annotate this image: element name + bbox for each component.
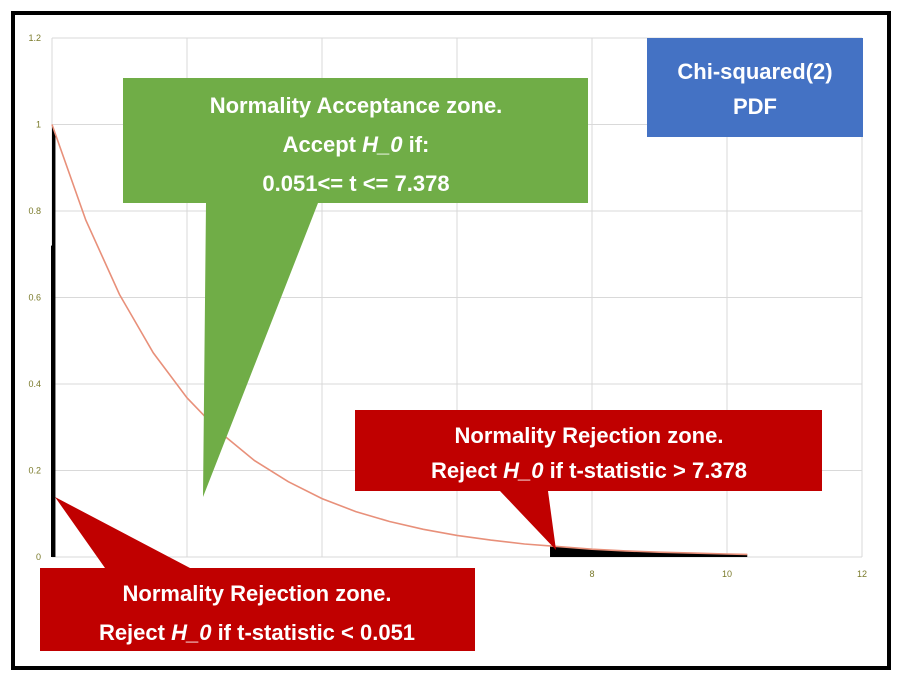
y-tick-label: 0 [36, 552, 41, 562]
x-tick-label: 12 [857, 569, 867, 579]
y-tick-label: 0.8 [28, 206, 41, 216]
acceptance-callout: Normality Acceptance zone. Accept H_0 if… [123, 78, 588, 497]
left-rejection-line2: Reject H_0 if t-statistic < 0.051 [99, 620, 415, 645]
x-tick-label: 8 [589, 569, 594, 579]
y-tick-label: 0.2 [28, 466, 41, 476]
left-rejection-line2-pre: Reject [99, 620, 171, 645]
tick-labels: 0 0.2 0.4 0.6 0.8 1 1.2 8 10 12 [28, 33, 867, 579]
left-rejection-line1: Normality Rejection zone. [123, 581, 392, 606]
shaded-region-right-rejection [550, 546, 748, 557]
acceptance-line2-post: if: [402, 132, 429, 157]
y-tick-label: 1.2 [28, 33, 41, 43]
acceptance-line2-pre: Accept [283, 132, 362, 157]
right-rejection-line2-hypothesis: H_0 [503, 458, 544, 483]
shaded-regions [51, 124, 748, 557]
acceptance-line2: Accept H_0 if: [283, 132, 430, 157]
acceptance-line3: 0.051<= t <= 7.378 [262, 171, 449, 196]
right-rejection-line2: Reject H_0 if t-statistic > 7.378 [431, 458, 747, 483]
right-rejection-callout: Normality Rejection zone. Reject H_0 if … [355, 410, 822, 550]
pdf-curve [51, 124, 748, 556]
x-tick-label: 10 [722, 569, 732, 579]
right-rejection-line2-post: if t-statistic > 7.378 [543, 458, 747, 483]
y-tick-label: 1 [36, 120, 41, 130]
distribution-label-line2: PDF [733, 94, 777, 119]
y-tick-label: 0.4 [28, 379, 41, 389]
left-rejection-bar [51, 245, 54, 557]
left-rejection-line2-hypothesis: H_0 [171, 620, 212, 645]
right-rejection-line1: Normality Rejection zone. [455, 423, 724, 448]
left-rejection-callout: Normality Rejection zone. Reject H_0 if … [40, 497, 475, 651]
acceptance-line2-hypothesis: H_0 [362, 132, 403, 157]
acceptance-line1: Normality Acceptance zone. [210, 93, 503, 118]
left-rejection-line2-post: if t-statistic < 0.051 [211, 620, 415, 645]
distribution-label-line1: Chi-squared(2) [677, 59, 832, 84]
right-rejection-line2-pre: Reject [431, 458, 503, 483]
distribution-label-box: Chi-squared(2) PDF [647, 38, 863, 137]
y-tick-label: 0.6 [28, 293, 41, 303]
